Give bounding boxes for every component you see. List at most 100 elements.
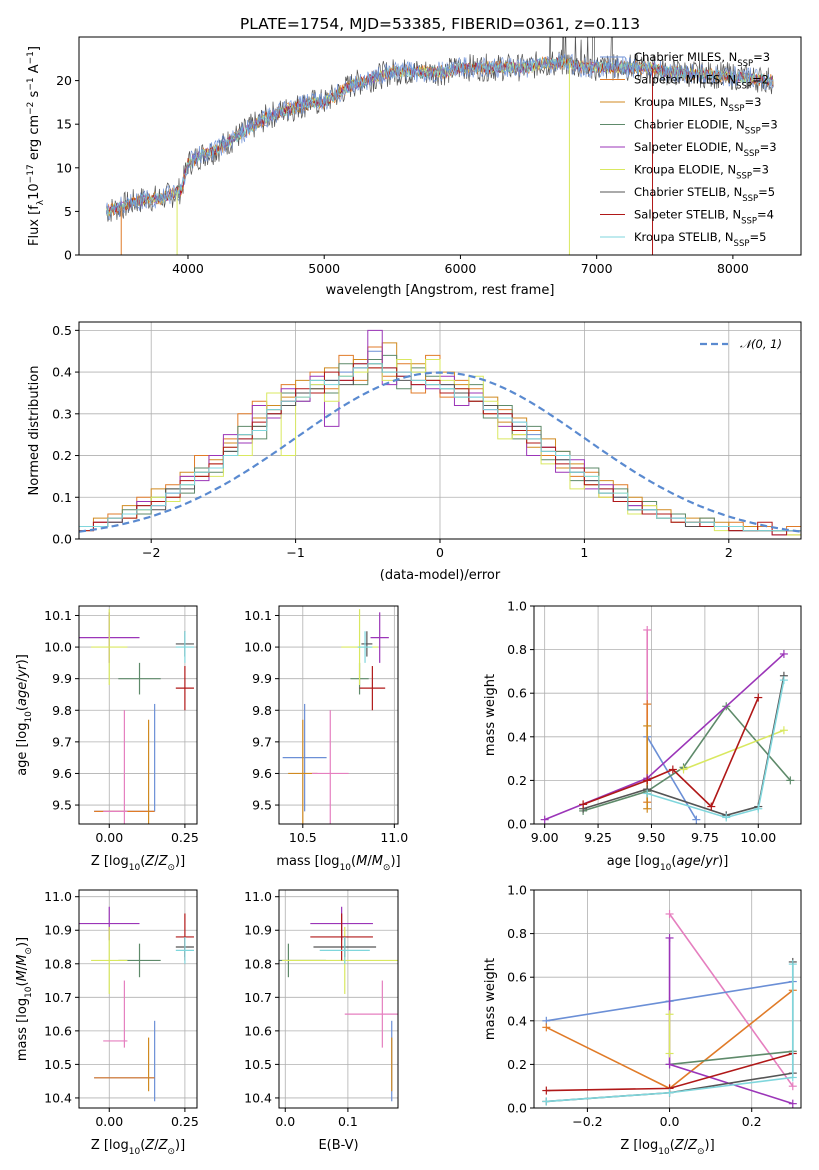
legend-entry: Chabrier STELIB, NSSP=5	[634, 185, 775, 204]
x-tick-label: 11.0	[380, 830, 408, 845]
spectrum-line-salpeter-elodie	[105, 58, 774, 215]
x-tick-label: 0	[436, 545, 444, 560]
y-tick-label: 0.5	[52, 323, 72, 338]
plot-area	[540, 625, 795, 824]
massweight-vs-age-panel: 9.00 9.25 9.50 9.75 10.00 0.0 0.2 0.4 0.6 0.8 1.0 a…	[483, 599, 802, 873]
weight-line-extra	[668, 913, 794, 1087]
x-tick-label: −1	[286, 545, 304, 560]
y-tick-label: 10.9	[244, 923, 272, 938]
y-tick-label: 9.8	[52, 703, 72, 718]
plot-area	[105, 37, 774, 255]
y-tick-label: 0.2	[507, 1057, 527, 1072]
y-tick-label: 10.8	[244, 956, 272, 971]
mass-vs-z-panel: 0.00 0.25 10.4 10.5 10.6 10.7 10.8 10.9 11.0 Z [l…	[15, 889, 199, 1157]
legend-entry: 𝒩(0, 1)	[740, 337, 782, 351]
y-tick-label: 0.2	[52, 448, 72, 463]
normal-reference-curve	[79, 371, 801, 533]
y-tick-label: 0.6	[507, 970, 527, 985]
x-tick-label: −2	[142, 545, 160, 560]
y-tick-label: 10.9	[44, 923, 72, 938]
legend-entry: Salpeter ELODIE, NSSP=3	[634, 140, 777, 159]
y-axis-label: mass weight	[483, 958, 498, 1040]
y-tick-label: 10.0	[244, 640, 272, 655]
y-tick-label: 20	[56, 73, 72, 88]
x-tick-label: −0.2	[572, 1114, 602, 1129]
figure-title: PLATE=1754, MJD=53385, FIBERID=0361, z=0…	[240, 15, 640, 33]
x-tick-label: 0.1	[338, 1114, 358, 1129]
x-tick-label: 0.2	[742, 1114, 762, 1129]
spectrum-line-chabrier-miles	[105, 52, 774, 221]
y-tick-label: 9.9	[252, 671, 272, 686]
legend-entry: Salpeter STELIB, NSSP=4	[634, 208, 774, 227]
y-tick-label: 10.7	[244, 990, 272, 1005]
legend-entry: Kroupa STELIB, NSSP=5	[634, 230, 766, 249]
x-tick-label: 0.0	[660, 1114, 680, 1129]
y-tick-label: 9.5	[252, 798, 272, 813]
plot-area	[79, 906, 194, 1102]
x-axis-label: mass [log10(M/M⊙)]	[276, 854, 400, 873]
axes-frame	[278, 605, 399, 825]
y-tick-label: 0.0	[507, 1101, 527, 1116]
y-tick-label: 0.1	[52, 490, 72, 505]
axes-frame	[278, 889, 399, 1109]
y-tick-label: 0.4	[507, 1013, 527, 1028]
x-tick-label: 9.25	[584, 830, 612, 845]
y-axis-label: mass weight	[483, 674, 498, 756]
age-vs-mass-panel: 10.5 11.0 9.5 9.6 9.7 9.8 9.9 10.0 10.1 mass [log…	[244, 605, 408, 873]
y-axis-label: mass [log10(M/M⊙)]	[15, 937, 34, 1061]
x-axis-label: Z [log10(Z/Z⊙)]	[91, 1138, 185, 1157]
y-tick-label: 0.0	[507, 817, 527, 832]
x-tick-label: 9.50	[638, 830, 666, 845]
histogram-kroupa-stelib	[79, 363, 801, 532]
y-tick-label: 10.8	[44, 956, 72, 971]
y-axis-label: Flux [fλ10−17 erg cm−2 s−1 A−1]	[26, 46, 46, 246]
x-axis-label: wavelength [Angstrom, rest frame]	[326, 283, 555, 298]
y-tick-label: 0.4	[507, 729, 527, 744]
y-tick-label: 10.6	[44, 1023, 72, 1038]
x-tick-label: 9.75	[691, 830, 719, 845]
y-tick-label: 9.9	[52, 671, 72, 686]
legend-entry: Chabrier ELODIE, NSSP=3	[634, 118, 778, 137]
y-tick-label: 9.6	[252, 766, 272, 781]
axes-frame	[533, 605, 802, 825]
y-tick-label: 11.0	[44, 889, 72, 904]
y-tick-label: 0.0	[52, 532, 72, 547]
plot-area	[279, 906, 398, 1102]
y-tick-label: 9.6	[52, 766, 72, 781]
y-tick-label: 0.4	[52, 365, 72, 380]
y-tick-label: 0.6	[507, 686, 527, 701]
y-tick-label: 10	[56, 160, 72, 175]
y-tick-label: 5	[64, 204, 72, 219]
y-tick-label: 11.0	[244, 889, 272, 904]
y-tick-label: 0.8	[507, 926, 527, 941]
weight-line-kroupa-elodie	[683, 729, 785, 771]
y-tick-label: 10.4	[244, 1090, 272, 1105]
x-tick-label: 4000	[172, 261, 204, 276]
y-tick-label: 9.7	[252, 734, 272, 749]
massweight-vs-z-panel: −0.2 0.0 0.2 0.0 0.2 0.4 0.6 0.8 1.0 Z [log10(Z/Z…	[483, 883, 802, 1157]
y-tick-label: 10.4	[44, 1090, 72, 1105]
x-axis-label: Z [log10(Z/Z⊙)]	[91, 854, 185, 873]
plot-area	[79, 329, 801, 536]
weight-line-kroupa-stelib	[546, 964, 794, 1103]
y-tick-label: 9.5	[52, 798, 72, 813]
weight-line-chabrier-miles	[646, 736, 698, 821]
x-tick-label: 0.00	[95, 830, 123, 845]
weight-line-chabrier-elodie	[582, 704, 791, 812]
x-tick-label: 10.00	[740, 830, 776, 845]
y-tick-label: 0.2	[507, 773, 527, 788]
legend-entry: Kroupa ELODIE, NSSP=3	[634, 163, 769, 182]
x-tick-label: 9.00	[531, 830, 559, 845]
y-axis-label: Normed distribution	[27, 366, 42, 496]
y-tick-label: 0.8	[507, 642, 527, 657]
y-tick-label: 9.8	[252, 703, 272, 718]
y-tick-label: 0	[64, 248, 72, 263]
spectrum-line-salpeter-stelib	[105, 57, 774, 214]
y-tick-label: 1.0	[507, 883, 527, 898]
y-tick-label: 1.0	[507, 599, 527, 614]
y-tick-label: 0.3	[52, 406, 72, 421]
axes-frame	[533, 889, 802, 1109]
weight-line-kroupa-stelib	[646, 679, 785, 819]
axes-frame	[78, 36, 802, 256]
x-axis-label: E(B-V)	[318, 1138, 358, 1153]
